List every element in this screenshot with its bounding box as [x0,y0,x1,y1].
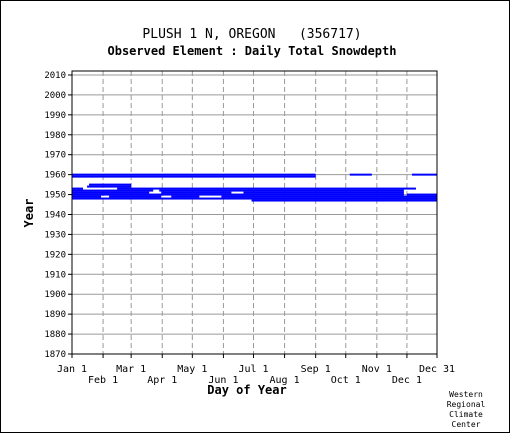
y-tick-label: 1970 [44,151,66,161]
y-tick-label: 2010 [44,71,66,81]
x-tick-label: Sep 1 [301,364,331,375]
y-tick-label: 1930 [44,230,66,240]
y-tick-label: 1900 [44,290,66,300]
x-tick-label: Apr 1 [147,375,177,386]
snowdepth-segment [251,199,437,202]
snowdepth-segment [159,189,404,192]
y-tick-label: 1910 [44,270,66,280]
y-tick-label: 1870 [44,350,66,360]
snowdepth-segment [72,175,316,178]
grid-lines [72,71,437,355]
snowdepth-segment [72,189,154,192]
credit-line: Western [449,390,483,399]
x-axis-label: Day of Year [207,383,286,397]
snowdepth-segment [89,183,132,186]
snowdepth-segment [243,191,404,194]
x-tick-label: Nov 1 [362,364,392,375]
y-tick-label: 1940 [44,210,66,220]
snowdepth-segment [221,195,437,198]
y-tick-label: 1990 [44,111,66,121]
snowdepth-segment [349,173,372,176]
data-segments [72,173,437,202]
credit-block: Western Regional Climate Center [436,390,496,430]
y-tick-label: 1880 [44,330,66,340]
x-tick-label: Jul 1 [238,364,268,375]
plot-area-border [71,70,438,355]
snowdepth-segment [72,195,102,198]
snowdepth-segment [109,195,162,198]
y-axis-label: Year [22,199,36,228]
y-tick-label: 1980 [44,131,66,141]
snowdepth-segment [161,191,232,194]
chart-title: PLUSH 1 N, OREGON (356717) [142,27,361,42]
snowdepth-segment [72,193,404,196]
x-tick-label: Dec 31 [419,364,455,375]
snowdepth-segment [72,173,316,176]
y-tick-label: 1950 [44,191,66,201]
snowdepth-segment [411,173,437,176]
y-axis-ticks: 2010 2000 1990 1980 1970 1960 1950 1940 1930 1920… [44,71,72,360]
x-tick-label: Mar 1 [116,364,146,375]
credit-line: Center [451,420,481,429]
credit-line: Regional [446,400,486,409]
x-tick-label: Aug 1 [270,375,300,386]
snowdepth-segment [72,197,437,200]
x-tick-label: Dec 1 [392,375,422,386]
y-tick-label: 1960 [44,171,66,181]
x-tick-label: May 1 [177,364,207,375]
x-tick-label: Oct 1 [331,375,361,386]
snowdepth-segment [171,195,200,198]
x-tick-label: Jun 1 [208,375,238,386]
snowdepth-segment [72,187,84,190]
snowdepth-segment [117,187,416,190]
snowdepth-segment [72,191,150,194]
y-tick-label: 1920 [44,250,66,260]
snowdepth-segment [87,185,132,188]
x-tick-label: Feb 1 [88,375,118,386]
y-tick-label: 1890 [44,310,66,320]
chart-subtitle: Observed Element : Daily Total Snowdepth [108,44,397,58]
snowdepth-segment [406,193,437,196]
credit-line: Climate [449,410,483,419]
x-tick-label: Jan 1 [57,364,87,375]
y-tick-label: 2000 [44,91,66,101]
